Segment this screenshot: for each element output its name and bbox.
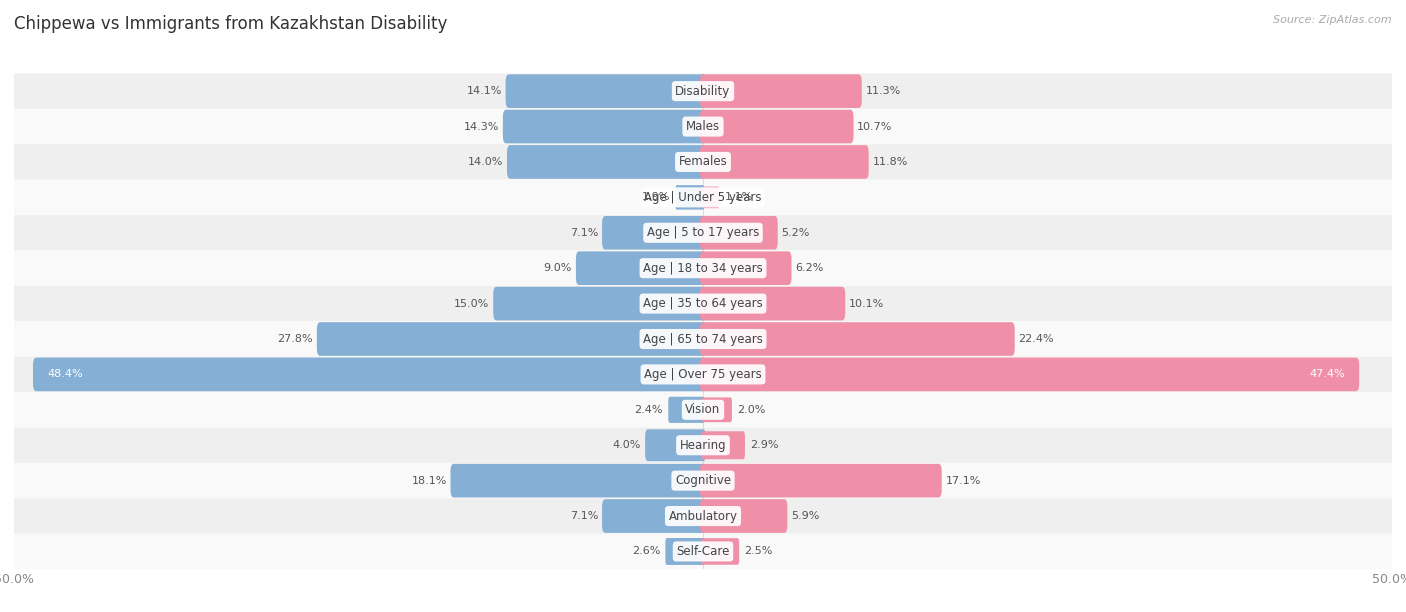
FancyBboxPatch shape: [14, 463, 1392, 498]
FancyBboxPatch shape: [700, 464, 942, 498]
FancyBboxPatch shape: [32, 357, 706, 391]
Text: Males: Males: [686, 120, 720, 133]
FancyBboxPatch shape: [14, 286, 1392, 321]
FancyBboxPatch shape: [702, 431, 745, 459]
Text: 27.8%: 27.8%: [277, 334, 314, 344]
Text: Age | 5 to 17 years: Age | 5 to 17 years: [647, 226, 759, 239]
FancyBboxPatch shape: [14, 321, 1392, 357]
FancyBboxPatch shape: [702, 187, 718, 208]
FancyBboxPatch shape: [700, 145, 869, 179]
FancyBboxPatch shape: [702, 538, 740, 565]
Text: Age | Under 5 years: Age | Under 5 years: [644, 191, 762, 204]
Text: Age | 35 to 64 years: Age | 35 to 64 years: [643, 297, 763, 310]
Text: 10.1%: 10.1%: [849, 299, 884, 308]
FancyBboxPatch shape: [14, 428, 1392, 463]
Text: Ambulatory: Ambulatory: [668, 510, 738, 523]
Text: Age | 18 to 34 years: Age | 18 to 34 years: [643, 262, 763, 275]
FancyBboxPatch shape: [506, 74, 706, 108]
FancyBboxPatch shape: [700, 252, 792, 285]
Text: Chippewa vs Immigrants from Kazakhstan Disability: Chippewa vs Immigrants from Kazakhstan D…: [14, 15, 447, 33]
Text: 2.6%: 2.6%: [631, 547, 661, 556]
FancyBboxPatch shape: [494, 287, 706, 321]
FancyBboxPatch shape: [14, 144, 1392, 180]
FancyBboxPatch shape: [700, 322, 1015, 356]
FancyBboxPatch shape: [14, 73, 1392, 109]
Text: 4.0%: 4.0%: [613, 440, 641, 450]
FancyBboxPatch shape: [700, 216, 778, 250]
FancyBboxPatch shape: [14, 534, 1392, 569]
FancyBboxPatch shape: [645, 429, 706, 461]
FancyBboxPatch shape: [668, 397, 704, 423]
Text: Self-Care: Self-Care: [676, 545, 730, 558]
FancyBboxPatch shape: [14, 498, 1392, 534]
Text: 2.9%: 2.9%: [749, 440, 779, 450]
Text: 2.5%: 2.5%: [744, 547, 773, 556]
Text: 17.1%: 17.1%: [945, 476, 981, 486]
FancyBboxPatch shape: [675, 185, 704, 209]
Text: Hearing: Hearing: [679, 439, 727, 452]
FancyBboxPatch shape: [508, 145, 706, 179]
FancyBboxPatch shape: [702, 397, 733, 422]
Text: 7.1%: 7.1%: [569, 511, 599, 521]
Text: 5.2%: 5.2%: [782, 228, 810, 238]
Text: Females: Females: [679, 155, 727, 168]
FancyBboxPatch shape: [14, 392, 1392, 428]
Text: 14.3%: 14.3%: [464, 122, 499, 132]
Text: Age | 65 to 74 years: Age | 65 to 74 years: [643, 332, 763, 346]
FancyBboxPatch shape: [14, 215, 1392, 250]
FancyBboxPatch shape: [602, 499, 706, 533]
Text: 48.4%: 48.4%: [48, 370, 83, 379]
FancyBboxPatch shape: [602, 216, 706, 250]
FancyBboxPatch shape: [14, 357, 1392, 392]
Text: 10.7%: 10.7%: [858, 122, 893, 132]
Text: 11.3%: 11.3%: [866, 86, 901, 96]
Text: 1.9%: 1.9%: [641, 192, 669, 203]
Text: 14.0%: 14.0%: [468, 157, 503, 167]
FancyBboxPatch shape: [316, 322, 706, 356]
FancyBboxPatch shape: [665, 538, 704, 565]
FancyBboxPatch shape: [503, 110, 706, 143]
Text: 14.1%: 14.1%: [467, 86, 502, 96]
Text: 2.4%: 2.4%: [634, 405, 664, 415]
Text: 6.2%: 6.2%: [796, 263, 824, 273]
FancyBboxPatch shape: [14, 109, 1392, 144]
Text: 2.0%: 2.0%: [738, 405, 766, 415]
FancyBboxPatch shape: [700, 110, 853, 143]
Text: Source: ZipAtlas.com: Source: ZipAtlas.com: [1274, 15, 1392, 25]
FancyBboxPatch shape: [450, 464, 706, 498]
Text: 22.4%: 22.4%: [1018, 334, 1054, 344]
FancyBboxPatch shape: [14, 250, 1392, 286]
Text: Age | Over 75 years: Age | Over 75 years: [644, 368, 762, 381]
Text: Disability: Disability: [675, 84, 731, 98]
Text: Cognitive: Cognitive: [675, 474, 731, 487]
Text: 1.1%: 1.1%: [725, 192, 754, 203]
FancyBboxPatch shape: [700, 499, 787, 533]
Text: 15.0%: 15.0%: [454, 299, 489, 308]
FancyBboxPatch shape: [700, 287, 845, 321]
Text: 47.4%: 47.4%: [1309, 370, 1346, 379]
Text: 18.1%: 18.1%: [412, 476, 447, 486]
FancyBboxPatch shape: [576, 252, 706, 285]
FancyBboxPatch shape: [14, 180, 1392, 215]
Text: 9.0%: 9.0%: [544, 263, 572, 273]
Text: 5.9%: 5.9%: [792, 511, 820, 521]
Text: 7.1%: 7.1%: [569, 228, 599, 238]
FancyBboxPatch shape: [700, 357, 1360, 391]
FancyBboxPatch shape: [700, 74, 862, 108]
Text: 11.8%: 11.8%: [873, 157, 908, 167]
Text: Vision: Vision: [685, 403, 721, 416]
